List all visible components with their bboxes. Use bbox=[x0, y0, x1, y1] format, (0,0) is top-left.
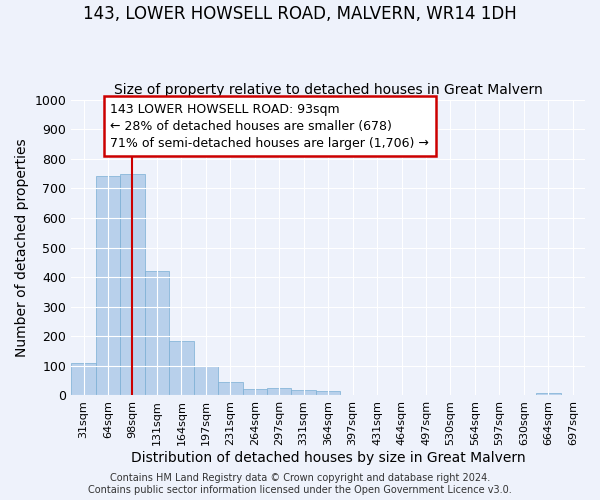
Bar bbox=[218, 382, 242, 396]
Bar bbox=[292, 390, 316, 396]
X-axis label: Distribution of detached houses by size in Great Malvern: Distribution of detached houses by size … bbox=[131, 451, 526, 465]
Bar bbox=[120, 174, 145, 396]
Y-axis label: Number of detached properties: Number of detached properties bbox=[15, 138, 29, 357]
Bar bbox=[71, 363, 96, 396]
Bar bbox=[242, 389, 267, 396]
Bar bbox=[267, 388, 292, 396]
Bar bbox=[145, 271, 169, 396]
Text: 143, LOWER HOWSELL ROAD, MALVERN, WR14 1DH: 143, LOWER HOWSELL ROAD, MALVERN, WR14 1… bbox=[83, 5, 517, 23]
Bar bbox=[194, 366, 218, 396]
Bar bbox=[536, 393, 560, 396]
Title: Size of property relative to detached houses in Great Malvern: Size of property relative to detached ho… bbox=[114, 83, 542, 97]
Bar bbox=[169, 340, 194, 396]
Bar bbox=[96, 176, 120, 396]
Text: 143 LOWER HOWSELL ROAD: 93sqm
← 28% of detached houses are smaller (678)
71% of : 143 LOWER HOWSELL ROAD: 93sqm ← 28% of d… bbox=[110, 102, 430, 150]
Text: Contains HM Land Registry data © Crown copyright and database right 2024.
Contai: Contains HM Land Registry data © Crown c… bbox=[88, 474, 512, 495]
Bar bbox=[316, 391, 340, 396]
